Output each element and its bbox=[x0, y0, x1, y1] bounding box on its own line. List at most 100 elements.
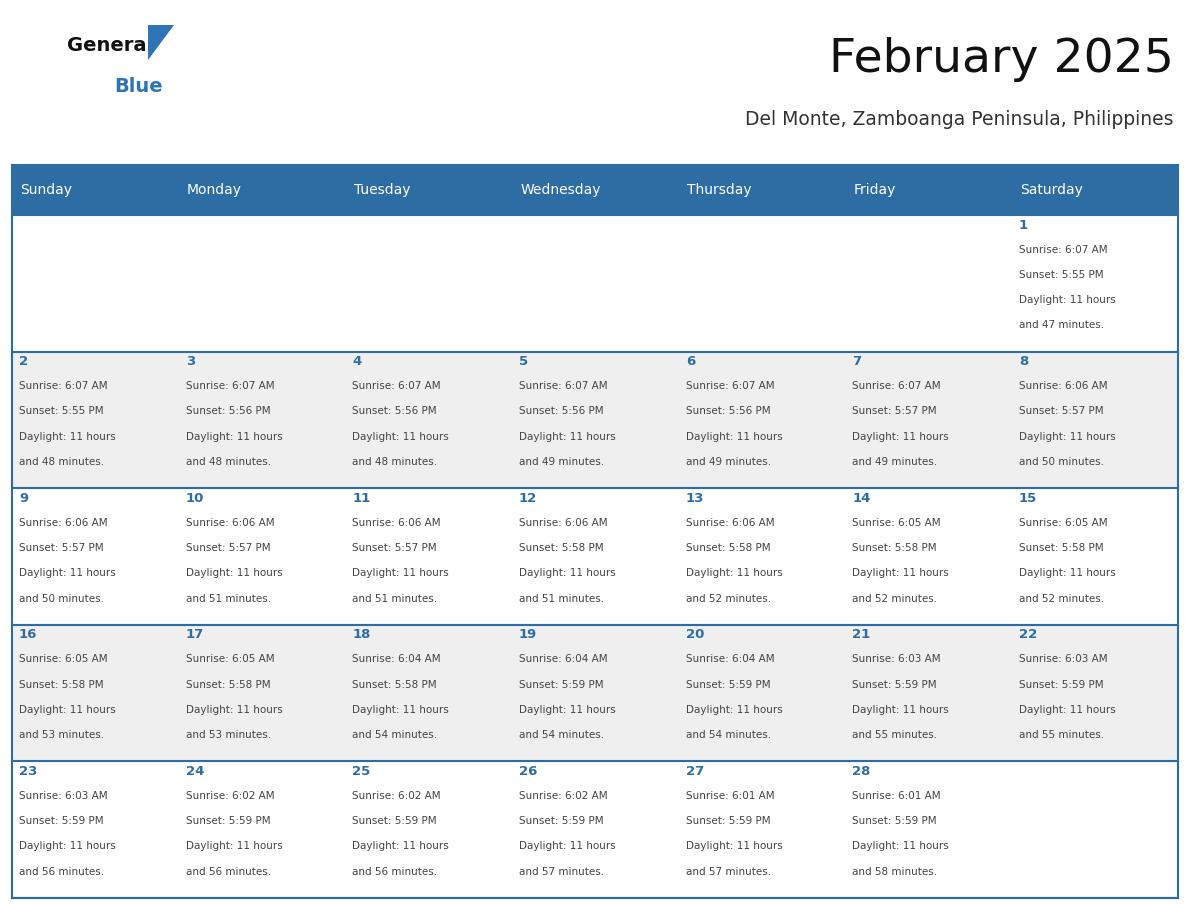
Text: 6: 6 bbox=[685, 355, 695, 368]
Bar bbox=[12, 761, 178, 898]
Text: and 51 minutes.: and 51 minutes. bbox=[353, 594, 437, 603]
Text: Sunset: 5:59 PM: Sunset: 5:59 PM bbox=[353, 816, 437, 826]
Text: 14: 14 bbox=[852, 492, 871, 505]
Text: February 2025: February 2025 bbox=[829, 37, 1174, 82]
Text: 11: 11 bbox=[353, 492, 371, 505]
Text: Sunset: 5:59 PM: Sunset: 5:59 PM bbox=[1019, 679, 1104, 689]
Text: Sunrise: 6:07 AM: Sunrise: 6:07 AM bbox=[19, 381, 108, 391]
Bar bbox=[346, 625, 512, 761]
Text: Sunrise: 6:07 AM: Sunrise: 6:07 AM bbox=[685, 381, 775, 391]
Bar bbox=[346, 761, 512, 898]
Bar bbox=[12, 215, 178, 352]
Text: Sunrise: 6:02 AM: Sunrise: 6:02 AM bbox=[185, 791, 274, 800]
Text: Daylight: 11 hours: Daylight: 11 hours bbox=[19, 431, 115, 442]
Bar bbox=[346, 165, 512, 215]
Text: 1: 1 bbox=[1019, 218, 1028, 231]
Text: Daylight: 11 hours: Daylight: 11 hours bbox=[185, 568, 283, 578]
Text: 22: 22 bbox=[1019, 629, 1037, 642]
Text: Tuesday: Tuesday bbox=[354, 184, 410, 197]
Text: Daylight: 11 hours: Daylight: 11 hours bbox=[519, 568, 615, 578]
Text: 26: 26 bbox=[519, 765, 537, 778]
Text: Sunset: 5:59 PM: Sunset: 5:59 PM bbox=[685, 679, 770, 689]
Text: General: General bbox=[67, 36, 152, 55]
Text: Sunset: 5:57 PM: Sunset: 5:57 PM bbox=[19, 543, 103, 553]
Bar bbox=[678, 352, 845, 488]
Bar bbox=[845, 761, 1012, 898]
Text: and 52 minutes.: and 52 minutes. bbox=[685, 594, 771, 603]
Text: Daylight: 11 hours: Daylight: 11 hours bbox=[519, 705, 615, 715]
Text: 12: 12 bbox=[519, 492, 537, 505]
Text: Sunrise: 6:04 AM: Sunrise: 6:04 AM bbox=[519, 655, 607, 665]
Text: Sunset: 5:56 PM: Sunset: 5:56 PM bbox=[185, 407, 271, 417]
Text: Daylight: 11 hours: Daylight: 11 hours bbox=[519, 842, 615, 851]
Text: Sunset: 5:59 PM: Sunset: 5:59 PM bbox=[685, 816, 770, 826]
Text: Sunrise: 6:06 AM: Sunrise: 6:06 AM bbox=[353, 518, 441, 528]
Text: 3: 3 bbox=[185, 355, 195, 368]
Bar bbox=[178, 215, 346, 352]
Bar bbox=[512, 165, 678, 215]
Text: Blue: Blue bbox=[114, 77, 163, 96]
Text: Daylight: 11 hours: Daylight: 11 hours bbox=[185, 431, 283, 442]
Text: Sunrise: 6:03 AM: Sunrise: 6:03 AM bbox=[852, 655, 941, 665]
Text: Daylight: 11 hours: Daylight: 11 hours bbox=[852, 842, 949, 851]
Text: and 48 minutes.: and 48 minutes. bbox=[353, 457, 437, 467]
Text: Sunday: Sunday bbox=[20, 184, 72, 197]
Text: Sunset: 5:57 PM: Sunset: 5:57 PM bbox=[185, 543, 271, 553]
Text: Wednesday: Wednesday bbox=[520, 184, 601, 197]
Text: Sunset: 5:56 PM: Sunset: 5:56 PM bbox=[353, 407, 437, 417]
Text: and 55 minutes.: and 55 minutes. bbox=[852, 730, 937, 740]
Bar bbox=[512, 761, 678, 898]
Text: and 54 minutes.: and 54 minutes. bbox=[685, 730, 771, 740]
Text: and 54 minutes.: and 54 minutes. bbox=[519, 730, 605, 740]
Text: 8: 8 bbox=[1019, 355, 1029, 368]
Bar bbox=[845, 352, 1012, 488]
Text: Sunrise: 6:06 AM: Sunrise: 6:06 AM bbox=[685, 518, 775, 528]
Text: 5: 5 bbox=[519, 355, 529, 368]
Text: Daylight: 11 hours: Daylight: 11 hours bbox=[685, 842, 783, 851]
Text: Sunset: 5:58 PM: Sunset: 5:58 PM bbox=[685, 543, 770, 553]
Text: Daylight: 11 hours: Daylight: 11 hours bbox=[353, 568, 449, 578]
Text: and 47 minutes.: and 47 minutes. bbox=[1019, 320, 1104, 330]
Text: Daylight: 11 hours: Daylight: 11 hours bbox=[519, 431, 615, 442]
Bar bbox=[678, 215, 845, 352]
Bar bbox=[346, 488, 512, 625]
Text: Daylight: 11 hours: Daylight: 11 hours bbox=[852, 431, 949, 442]
Text: Sunrise: 6:02 AM: Sunrise: 6:02 AM bbox=[353, 791, 441, 800]
Text: 13: 13 bbox=[685, 492, 704, 505]
Text: Sunrise: 6:07 AM: Sunrise: 6:07 AM bbox=[852, 381, 941, 391]
Text: 18: 18 bbox=[353, 629, 371, 642]
Text: and 53 minutes.: and 53 minutes. bbox=[19, 730, 105, 740]
Text: 10: 10 bbox=[185, 492, 204, 505]
Bar bbox=[512, 352, 678, 488]
Text: 19: 19 bbox=[519, 629, 537, 642]
Text: Sunrise: 6:06 AM: Sunrise: 6:06 AM bbox=[519, 518, 607, 528]
Text: 17: 17 bbox=[185, 629, 204, 642]
Text: Del Monte, Zamboanga Peninsula, Philippines: Del Monte, Zamboanga Peninsula, Philippi… bbox=[745, 110, 1174, 129]
Text: and 54 minutes.: and 54 minutes. bbox=[353, 730, 437, 740]
Text: Daylight: 11 hours: Daylight: 11 hours bbox=[1019, 705, 1116, 715]
Text: Sunset: 5:59 PM: Sunset: 5:59 PM bbox=[519, 679, 604, 689]
Bar bbox=[845, 625, 1012, 761]
Text: Daylight: 11 hours: Daylight: 11 hours bbox=[1019, 296, 1116, 305]
Text: Sunrise: 6:05 AM: Sunrise: 6:05 AM bbox=[852, 518, 941, 528]
Text: Sunset: 5:58 PM: Sunset: 5:58 PM bbox=[353, 679, 437, 689]
Text: Sunset: 5:59 PM: Sunset: 5:59 PM bbox=[519, 816, 604, 826]
Text: 28: 28 bbox=[852, 765, 871, 778]
Text: Sunrise: 6:02 AM: Sunrise: 6:02 AM bbox=[519, 791, 607, 800]
Text: Daylight: 11 hours: Daylight: 11 hours bbox=[353, 842, 449, 851]
Text: Daylight: 11 hours: Daylight: 11 hours bbox=[1019, 431, 1116, 442]
Text: Sunset: 5:58 PM: Sunset: 5:58 PM bbox=[19, 679, 103, 689]
Text: Sunrise: 6:04 AM: Sunrise: 6:04 AM bbox=[685, 655, 775, 665]
Text: Daylight: 11 hours: Daylight: 11 hours bbox=[685, 705, 783, 715]
Text: Sunrise: 6:01 AM: Sunrise: 6:01 AM bbox=[685, 791, 775, 800]
Text: and 56 minutes.: and 56 minutes. bbox=[19, 867, 105, 877]
Text: Sunrise: 6:07 AM: Sunrise: 6:07 AM bbox=[1019, 245, 1107, 254]
Bar bbox=[845, 488, 1012, 625]
Bar bbox=[512, 215, 678, 352]
Bar bbox=[1012, 488, 1178, 625]
Text: Daylight: 11 hours: Daylight: 11 hours bbox=[185, 842, 283, 851]
Text: and 56 minutes.: and 56 minutes. bbox=[353, 867, 437, 877]
Bar bbox=[1012, 352, 1178, 488]
Text: Sunrise: 6:06 AM: Sunrise: 6:06 AM bbox=[185, 518, 274, 528]
Text: Sunset: 5:55 PM: Sunset: 5:55 PM bbox=[1019, 270, 1104, 280]
